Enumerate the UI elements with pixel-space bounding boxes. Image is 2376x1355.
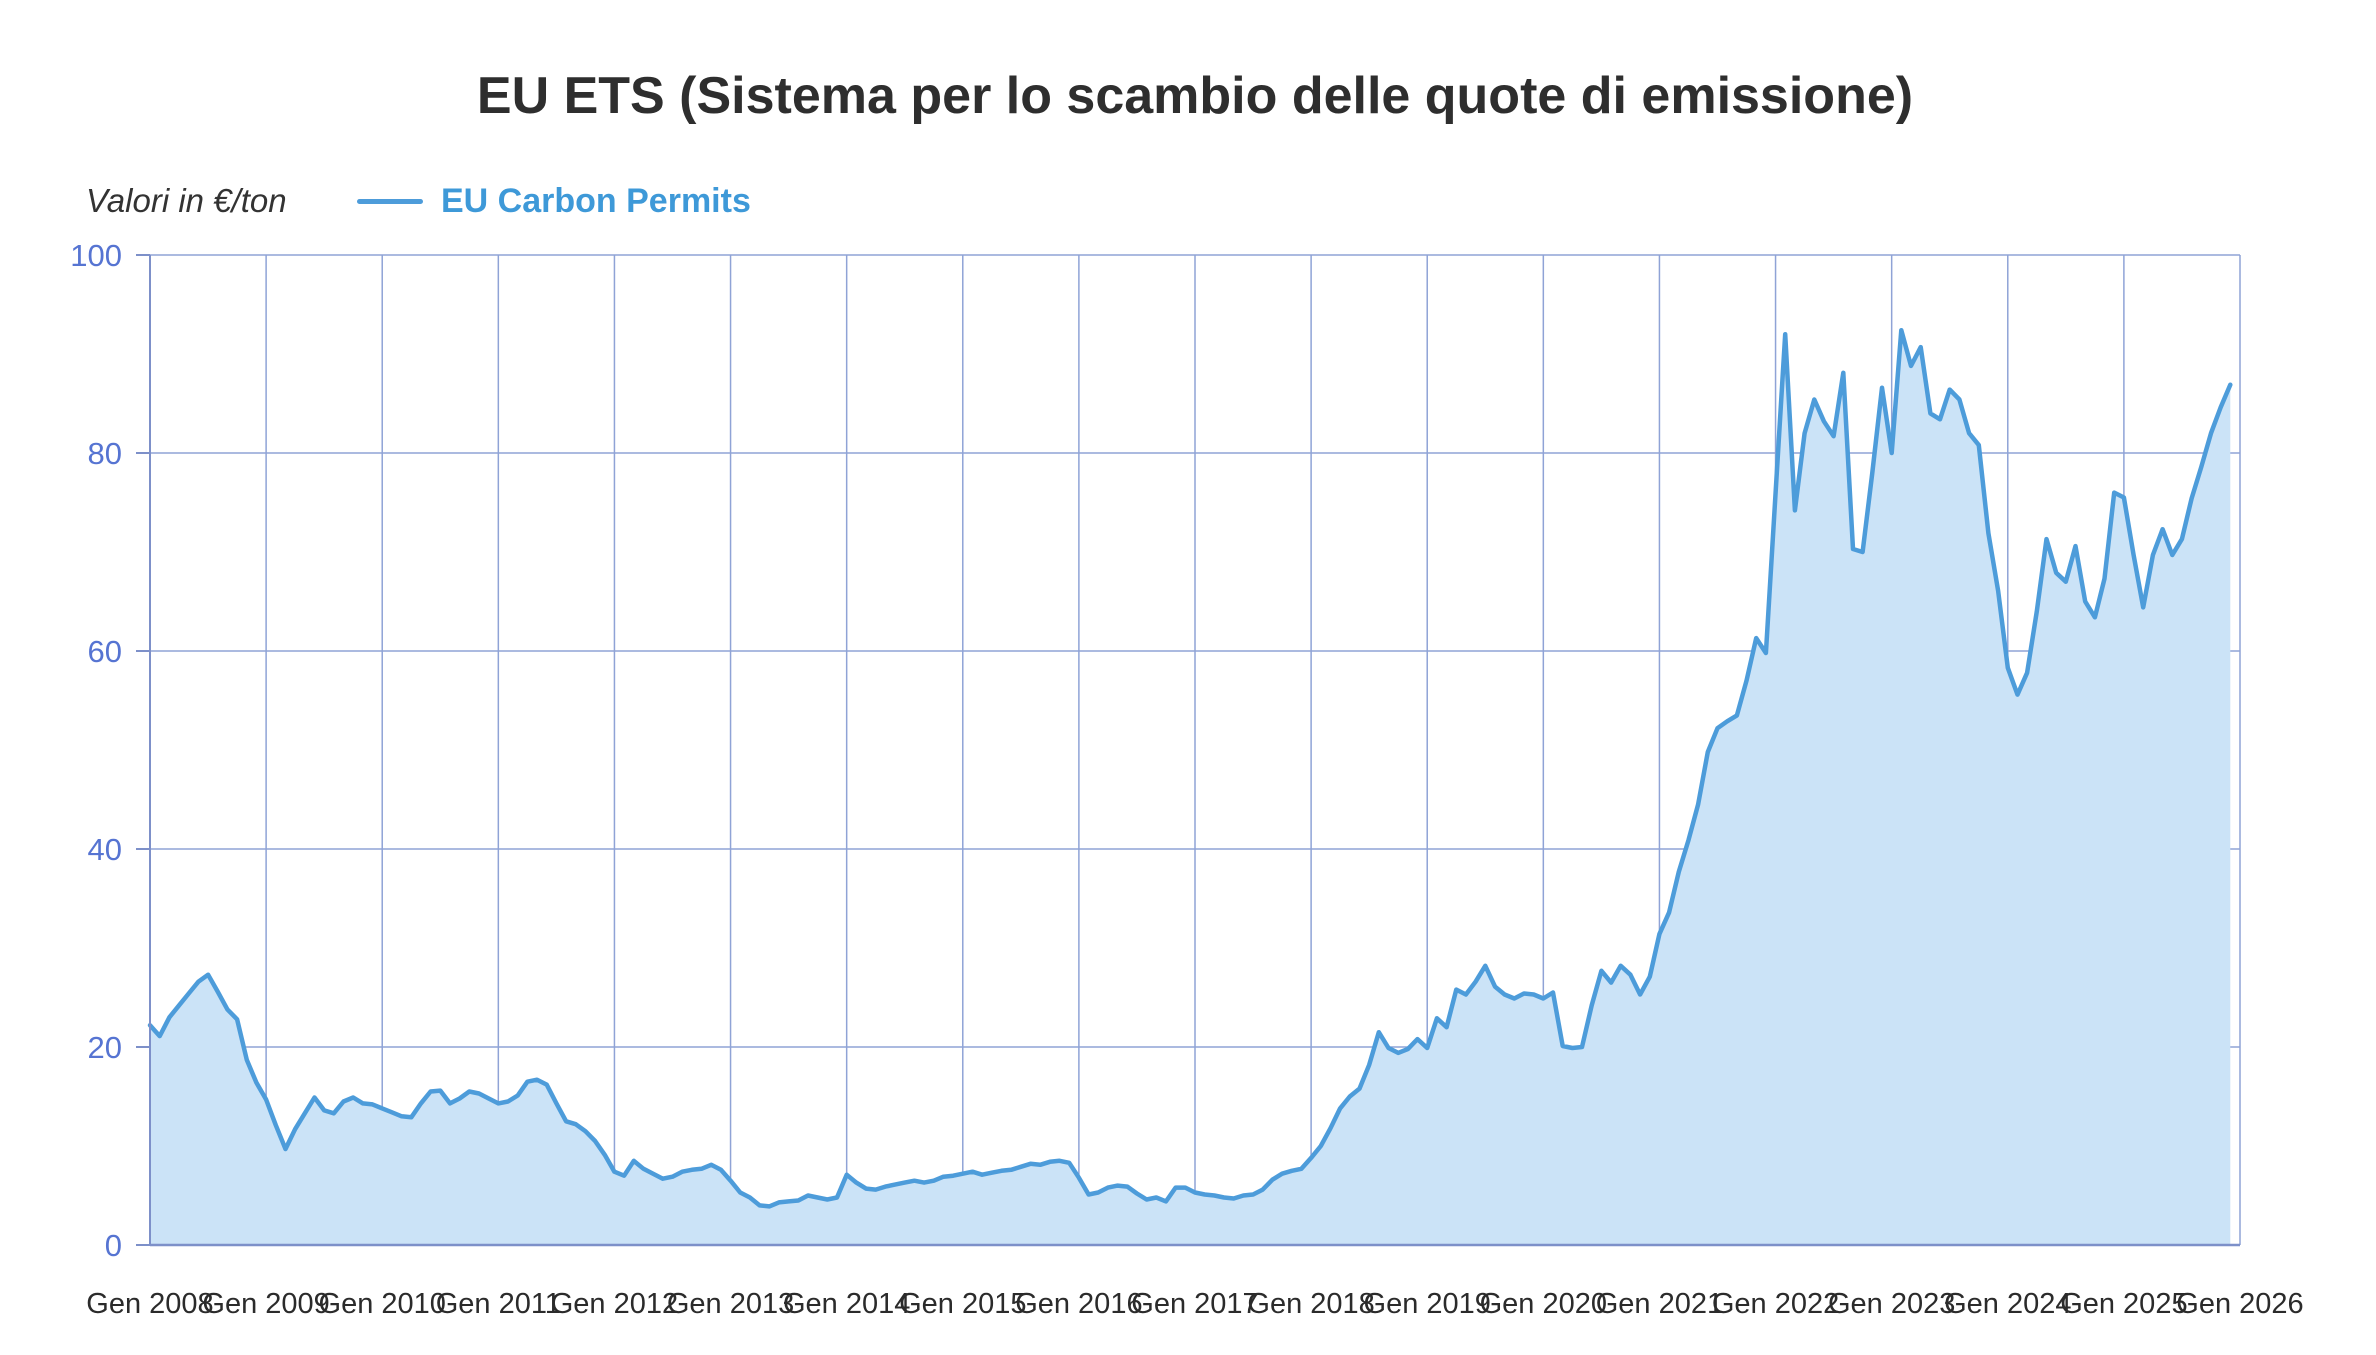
x-tick-label-2012: Gen 2012	[551, 1288, 678, 1320]
x-tick-label-2010: Gen 2010	[319, 1288, 446, 1320]
series-line-eu-carbon-permits	[147, 327, 2233, 1209]
x-tick-label-2019: Gen 2019	[1364, 1288, 1491, 1320]
x-tick-label-2008: Gen 2008	[86, 1288, 213, 1320]
x-tick-label-2023: Gen 2023	[1828, 1288, 1955, 1320]
y-tick-label-40: 40	[88, 832, 122, 867]
legend-item-eu-carbon-permits[interactable]: EU Carbon Permits	[357, 182, 751, 221]
x-tick-label-2018: Gen 2018	[1247, 1288, 1374, 1320]
x-tick-label-2021: Gen 2021	[1596, 1288, 1723, 1320]
x-tick-label-2015: Gen 2015	[899, 1288, 1026, 1320]
x-tick-label-2014: Gen 2014	[783, 1288, 910, 1320]
unit-subtitle: Valori in €/ton	[86, 182, 287, 219]
y-tick-label-100: 100	[70, 238, 122, 273]
y-tick-label-80: 80	[88, 436, 122, 471]
axis-layer	[136, 254, 2240, 1247]
series-area-eu-carbon-permits	[150, 330, 2231, 1245]
chart-title: EU ETS (Sistema per lo scambio delle quo…	[476, 67, 1914, 125]
x-tick-label-2009: Gen 2009	[202, 1288, 329, 1320]
x-tick-label-2020: Gen 2020	[1480, 1288, 1607, 1320]
x-tick-label-2022: Gen 2022	[1712, 1288, 1839, 1320]
x-tick-label-2011: Gen 2011	[436, 1288, 561, 1320]
y-tick-label-20: 20	[88, 1030, 122, 1065]
y-tick-label-60: 60	[88, 634, 122, 669]
x-tick-label-2025: Gen 2025	[2060, 1288, 2187, 1320]
x-tick-label-2016: Gen 2016	[1015, 1288, 1142, 1320]
x-tick-label-2013: Gen 2013	[667, 1288, 794, 1320]
legend-line-swatch	[357, 199, 423, 204]
x-tick-label-2017: Gen 2017	[1131, 1288, 1258, 1320]
series-layer	[147, 327, 2233, 1245]
x-tick-label-2024: Gen 2024	[1944, 1288, 2071, 1320]
legend-label: EU Carbon Permits	[441, 182, 751, 220]
y-tick-label-0: 0	[105, 1228, 122, 1263]
x-tick-label-2026: Gen 2026	[2176, 1288, 2303, 1320]
